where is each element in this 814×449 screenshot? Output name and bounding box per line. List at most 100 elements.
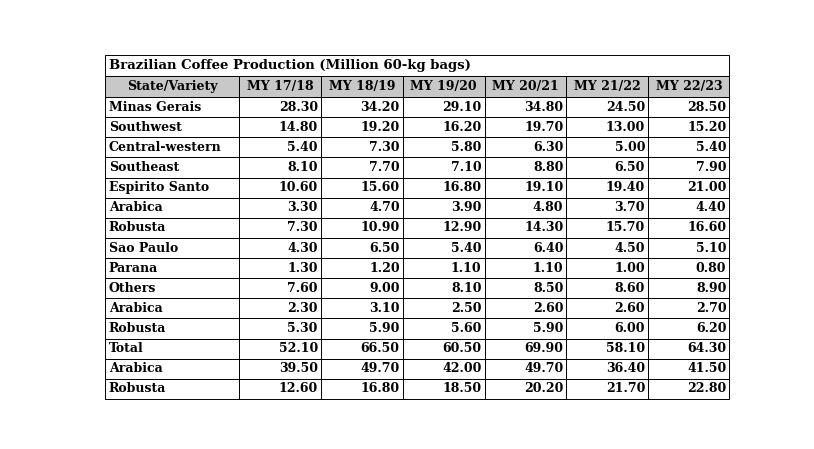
Bar xyxy=(321,298,403,318)
Bar xyxy=(239,117,321,137)
Bar xyxy=(239,339,321,359)
Bar xyxy=(567,178,648,198)
Text: 1.10: 1.10 xyxy=(451,262,481,275)
Bar xyxy=(239,198,321,218)
Bar xyxy=(648,379,729,399)
Bar xyxy=(567,339,648,359)
Text: 1.10: 1.10 xyxy=(532,262,563,275)
Text: 4.70: 4.70 xyxy=(369,201,400,214)
Bar xyxy=(321,218,403,238)
Bar xyxy=(239,158,321,178)
Text: 20.20: 20.20 xyxy=(524,383,563,396)
Text: State/Variety: State/Variety xyxy=(127,80,217,93)
Bar xyxy=(105,137,239,158)
Text: Total: Total xyxy=(109,342,143,355)
Text: 7.70: 7.70 xyxy=(369,161,400,174)
Text: Others: Others xyxy=(109,282,156,295)
Bar xyxy=(648,238,729,258)
Bar xyxy=(484,117,567,137)
Text: MY 18/19: MY 18/19 xyxy=(329,80,395,93)
Bar xyxy=(648,137,729,158)
Bar xyxy=(403,76,484,97)
Text: 28.50: 28.50 xyxy=(687,101,726,114)
Bar xyxy=(403,198,484,218)
Text: Arabica: Arabica xyxy=(109,302,163,315)
Text: 18.50: 18.50 xyxy=(442,383,481,396)
Text: 15.20: 15.20 xyxy=(687,121,726,134)
Bar xyxy=(484,218,567,238)
Bar xyxy=(105,278,239,298)
Bar xyxy=(484,158,567,178)
Bar xyxy=(105,158,239,178)
Bar xyxy=(484,278,567,298)
Text: Espirito Santo: Espirito Santo xyxy=(109,181,209,194)
Text: Central-western: Central-western xyxy=(109,141,221,154)
Bar xyxy=(484,379,567,399)
Text: 49.70: 49.70 xyxy=(361,362,400,375)
Bar xyxy=(567,318,648,339)
Bar xyxy=(567,117,648,137)
Bar xyxy=(567,278,648,298)
Bar xyxy=(403,318,484,339)
Text: 13.00: 13.00 xyxy=(606,121,646,134)
Text: Robusta: Robusta xyxy=(109,322,166,335)
Bar xyxy=(648,318,729,339)
Text: 21.00: 21.00 xyxy=(687,181,726,194)
Text: 16.20: 16.20 xyxy=(442,121,481,134)
Bar xyxy=(239,298,321,318)
Bar xyxy=(321,137,403,158)
Bar xyxy=(321,278,403,298)
Bar xyxy=(105,117,239,137)
Bar xyxy=(321,97,403,117)
Text: 5.40: 5.40 xyxy=(287,141,317,154)
Text: 7.90: 7.90 xyxy=(696,161,726,174)
Bar xyxy=(648,258,729,278)
Text: 15.70: 15.70 xyxy=(606,221,646,234)
Bar xyxy=(567,218,648,238)
Bar xyxy=(239,278,321,298)
Text: 19.40: 19.40 xyxy=(606,181,646,194)
Bar xyxy=(239,318,321,339)
Text: 4.40: 4.40 xyxy=(696,201,726,214)
Text: 3.10: 3.10 xyxy=(370,302,400,315)
Text: MY 20/21: MY 20/21 xyxy=(492,80,559,93)
Bar xyxy=(239,359,321,379)
Bar xyxy=(484,258,567,278)
Bar xyxy=(321,339,403,359)
Text: 39.50: 39.50 xyxy=(279,362,317,375)
Bar xyxy=(648,359,729,379)
Text: 6.20: 6.20 xyxy=(696,322,726,335)
Bar xyxy=(648,76,729,97)
Text: 1.00: 1.00 xyxy=(615,262,646,275)
Bar xyxy=(403,117,484,137)
Bar xyxy=(567,97,648,117)
Bar xyxy=(484,318,567,339)
Text: MY 17/18: MY 17/18 xyxy=(247,80,313,93)
Text: 5.40: 5.40 xyxy=(451,242,481,255)
Text: 4.80: 4.80 xyxy=(533,201,563,214)
Text: 8.10: 8.10 xyxy=(451,282,481,295)
Bar xyxy=(321,238,403,258)
Bar xyxy=(484,76,567,97)
Bar xyxy=(484,359,567,379)
Text: Parana: Parana xyxy=(109,262,158,275)
Bar xyxy=(321,258,403,278)
Text: 2.60: 2.60 xyxy=(533,302,563,315)
Text: MY 22/23: MY 22/23 xyxy=(655,80,722,93)
Bar xyxy=(105,238,239,258)
Text: MY 19/20: MY 19/20 xyxy=(410,80,477,93)
Bar xyxy=(403,379,484,399)
Bar xyxy=(239,258,321,278)
Text: 4.50: 4.50 xyxy=(615,242,646,255)
Text: 16.60: 16.60 xyxy=(687,221,726,234)
Text: Robusta: Robusta xyxy=(109,383,166,396)
Bar xyxy=(648,339,729,359)
Text: Southeast: Southeast xyxy=(109,161,179,174)
Text: 8.60: 8.60 xyxy=(615,282,646,295)
Text: MY 21/22: MY 21/22 xyxy=(574,80,641,93)
Text: 14.30: 14.30 xyxy=(524,221,563,234)
Text: 29.10: 29.10 xyxy=(442,101,481,114)
Text: 7.30: 7.30 xyxy=(370,141,400,154)
Text: 24.50: 24.50 xyxy=(606,101,646,114)
Bar xyxy=(105,318,239,339)
